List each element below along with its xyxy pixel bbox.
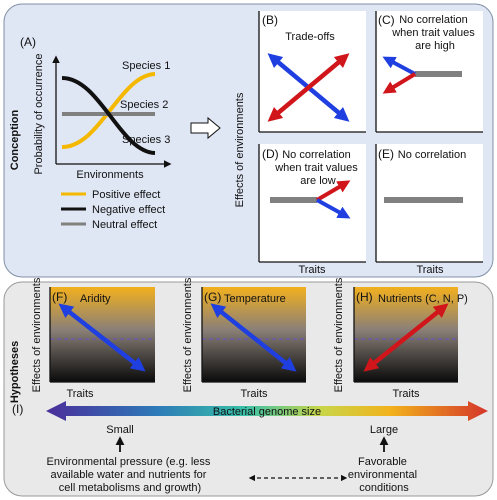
panel-a-axes xyxy=(52,55,172,168)
environmental-pressure-text: Environmental pressure (e.g. less availa… xyxy=(47,456,214,494)
panel-e xyxy=(375,144,483,263)
panel-b xyxy=(258,11,366,133)
panel-h-letter: (H) xyxy=(356,290,373,304)
panel-a-legend: Positive effect Negative effect Neutral … xyxy=(61,189,165,231)
panel-c-title-line: are high xyxy=(415,40,455,52)
favorable-text-line: environmental xyxy=(348,469,417,481)
panel-g-letter: (G) xyxy=(204,290,221,304)
panel-b-red-arrow xyxy=(267,53,350,122)
pressure-text-line: available water and nutrients for xyxy=(51,469,207,481)
legend-negative-label: Negative effect xyxy=(92,204,165,216)
species-2-label: Species 2 xyxy=(120,99,168,111)
conception-section-label: Conception xyxy=(9,109,21,170)
pressure-text-line: cell metabolisms and growth) xyxy=(59,482,201,494)
panel-f-title: Aridity xyxy=(80,293,111,305)
hypotheses-section-label: Hypotheses xyxy=(9,341,21,403)
genome-size-label: Bacterial genome size xyxy=(213,406,321,418)
panel-c xyxy=(375,11,483,133)
panel-g xyxy=(201,287,306,383)
hollow-arrow-icon xyxy=(190,116,221,140)
panel-d-letter: (D) xyxy=(262,147,279,161)
legend-positive-label: Positive effect xyxy=(92,189,160,201)
panel-c-title: No correlation when trait values are hig… xyxy=(391,14,478,52)
panel-e-title: No correlation xyxy=(398,149,466,161)
species-3-curve xyxy=(61,76,156,155)
panel-d-red-arrow xyxy=(315,180,351,202)
panel-d xyxy=(258,144,366,263)
panel-f-xlabel: Traits xyxy=(66,388,94,400)
panel-h xyxy=(353,287,458,383)
grid-ylabel: Effects of environments xyxy=(234,92,246,207)
panel-c-letter: (C) xyxy=(378,13,395,27)
panel-c-title-line: when trait values xyxy=(391,27,475,39)
panel-f xyxy=(49,287,155,383)
panel-h-xlabel: Traits xyxy=(392,388,420,400)
small-label: Small xyxy=(106,424,134,436)
panel-a-ylabel: Probability of occurrence xyxy=(33,53,45,174)
panel-a-letter: (A) xyxy=(20,35,36,49)
species-1-curve xyxy=(61,72,156,149)
panel-d-title-line: are low xyxy=(300,175,336,187)
favorable-text-line: conditions xyxy=(359,482,409,494)
panel-i-letter: (I) xyxy=(12,402,23,416)
panel-b-letter: (B) xyxy=(262,13,278,27)
panel-d-title-line: No correlation xyxy=(282,149,350,161)
panel-c-blue-arrow xyxy=(382,56,416,76)
panel-h-title: Nutrients (C, N, P) xyxy=(378,293,468,305)
large-label: Large xyxy=(370,424,398,436)
favorable-text-line: Favorable xyxy=(358,456,407,468)
conception-panel-bg xyxy=(3,3,494,278)
panel-c-title-line: No correlation xyxy=(399,14,467,26)
panel-c-red-arrow xyxy=(382,72,417,94)
panel-f-letter: (F) xyxy=(52,290,67,304)
panel-h-ylabel: Effects of environments xyxy=(333,277,345,392)
panel-g-blue-arrow xyxy=(210,303,297,372)
panel-d-title-line: when trait values xyxy=(274,162,358,174)
species-3-label: Species 3 xyxy=(122,134,170,146)
panel-e-letter: (E) xyxy=(378,147,394,161)
species-1-label: Species 1 xyxy=(122,60,170,72)
panel-b-title: Trade-offs xyxy=(285,31,335,43)
pressure-text-line: Environmental pressure (e.g. less xyxy=(47,456,211,468)
genome-size-gradient-arrow xyxy=(46,401,488,421)
panel-e-xlabel: Traits xyxy=(416,264,444,276)
panel-g-xlabel: Traits xyxy=(240,388,268,400)
panel-g-title: Temperature xyxy=(224,293,286,305)
panel-a-xlabel: Environments xyxy=(76,169,144,181)
panel-d-xlabel: Traits xyxy=(298,264,326,276)
panel-a-curves xyxy=(61,72,156,155)
panel-f-ylabel: Effects of environments xyxy=(31,277,43,392)
favorable-conditions-text: Favorable environmental conditions xyxy=(348,456,420,494)
panel-h-red-arrow xyxy=(363,303,449,372)
panel-d-blue-arrow xyxy=(316,198,351,219)
panel-f-blue-arrow xyxy=(58,303,146,372)
legend-neutral-label: Neutral effect xyxy=(92,219,157,231)
panel-d-title: No correlation when trait values are low xyxy=(274,149,361,187)
panel-g-ylabel: Effects of environments xyxy=(182,277,194,392)
